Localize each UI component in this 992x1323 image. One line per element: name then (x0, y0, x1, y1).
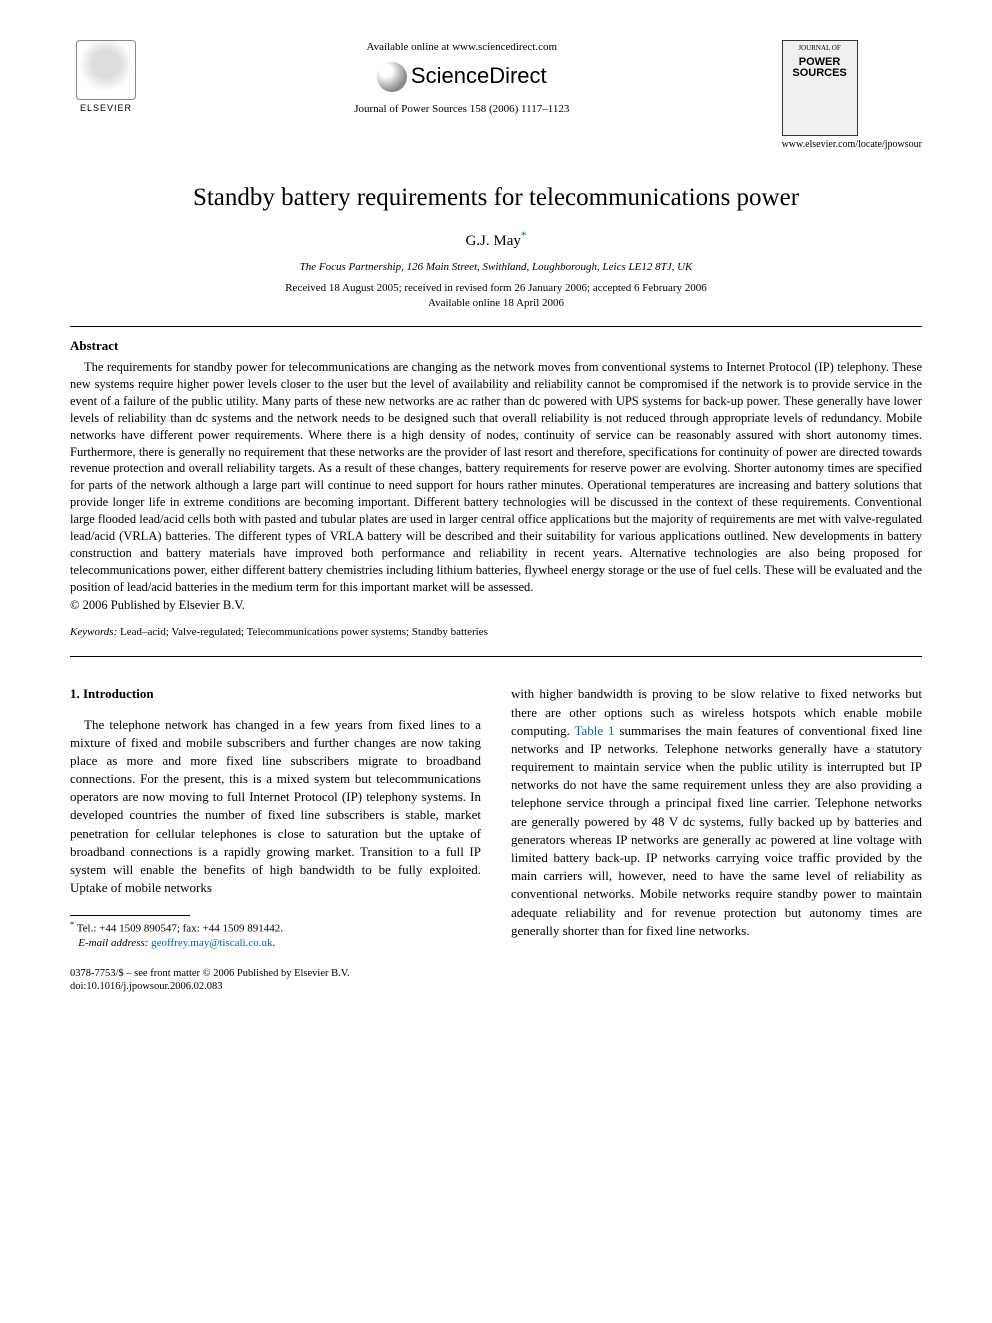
keywords-text: Lead–acid; Valve-regulated; Telecommunic… (120, 626, 488, 638)
keywords-line: Keywords: Lead–acid; Valve-regulated; Te… (70, 625, 922, 640)
rule-top (70, 326, 922, 327)
column-left: 1. Introduction The telephone network ha… (70, 685, 481, 950)
dates-line-2: Available online 18 April 2006 (70, 296, 922, 310)
journal-cover: JOURNAL OF POWER SOURCES (782, 40, 858, 136)
abstract-heading: Abstract (70, 337, 922, 355)
intro-paragraph-right: with higher bandwidth is proving to be s… (511, 685, 922, 940)
article-dates: Received 18 August 2005; received in rev… (70, 281, 922, 310)
journal-url: www.elsevier.com/locate/jpowsour (782, 138, 922, 152)
column-right: with higher bandwidth is proving to be s… (511, 685, 922, 950)
section-heading-introduction: 1. Introduction (70, 685, 481, 703)
footnote-email-label: E-mail address: (78, 937, 148, 949)
corresponding-author-footnote: * Tel.: +44 1509 890547; fax: +44 1509 8… (70, 920, 481, 950)
journal-reference: Journal of Power Sources 158 (2006) 1117… (162, 102, 762, 117)
affiliation: The Focus Partnership, 126 Main Street, … (70, 260, 922, 275)
footnote-marker: * (70, 920, 74, 929)
author-name: G.J. May (465, 233, 520, 249)
elsevier-tree-icon (76, 40, 136, 100)
table-1-link[interactable]: Table 1 (574, 723, 614, 738)
journal-cover-pretitle: JOURNAL OF (798, 45, 840, 53)
dates-line-1: Received 18 August 2005; received in rev… (70, 281, 922, 295)
footer-issn-line: 0378-7753/$ – see front matter © 2006 Pu… (70, 967, 922, 981)
elsevier-text: ELSEVIER (80, 102, 132, 115)
col2-text-b: summarises the main features of conventi… (511, 723, 922, 938)
journal-cover-block: JOURNAL OF POWER SOURCES www.elsevier.co… (782, 40, 922, 152)
center-header: Available online at www.sciencedirect.co… (142, 40, 782, 118)
sciencedirect-text: ScienceDirect (411, 61, 547, 92)
footnote-separator (70, 915, 190, 916)
journal-cover-title: POWER SOURCES (787, 57, 853, 79)
article-title: Standby battery requirements for telecom… (70, 180, 922, 215)
available-online-text: Available online at www.sciencedirect.co… (162, 40, 762, 55)
rule-bottom (70, 656, 922, 657)
header-row: ELSEVIER Available online at www.science… (70, 40, 922, 152)
footnote-email-line: E-mail address: geoffrey.may@tiscali.co.… (70, 936, 481, 950)
abstract-copyright: © 2006 Published by Elsevier B.V. (70, 597, 922, 615)
abstract-text: The requirements for standby power for t… (70, 359, 922, 595)
footnote-email-link[interactable]: geoffrey.may@tiscali.co.uk (151, 937, 272, 949)
footnote-tel-fax: Tel.: +44 1509 890547; fax: +44 1509 891… (77, 923, 283, 935)
sciencedirect-swirl-icon (377, 62, 407, 92)
body-columns: 1. Introduction The telephone network ha… (70, 685, 922, 950)
footer-doi-line: doi:10.1016/j.jpowsour.2006.02.083 (70, 980, 922, 994)
elsevier-logo: ELSEVIER (70, 40, 142, 122)
keywords-label: Keywords: (70, 626, 117, 638)
footer-block: 0378-7753/$ – see front matter © 2006 Pu… (70, 967, 922, 994)
author-line: G.J. May* (70, 229, 922, 252)
footnote-contact: * Tel.: +44 1509 890547; fax: +44 1509 8… (70, 920, 481, 936)
sciencedirect-logo: ScienceDirect (162, 61, 762, 92)
intro-paragraph-left: The telephone network has changed in a f… (70, 716, 481, 898)
author-marker: * (521, 230, 527, 242)
